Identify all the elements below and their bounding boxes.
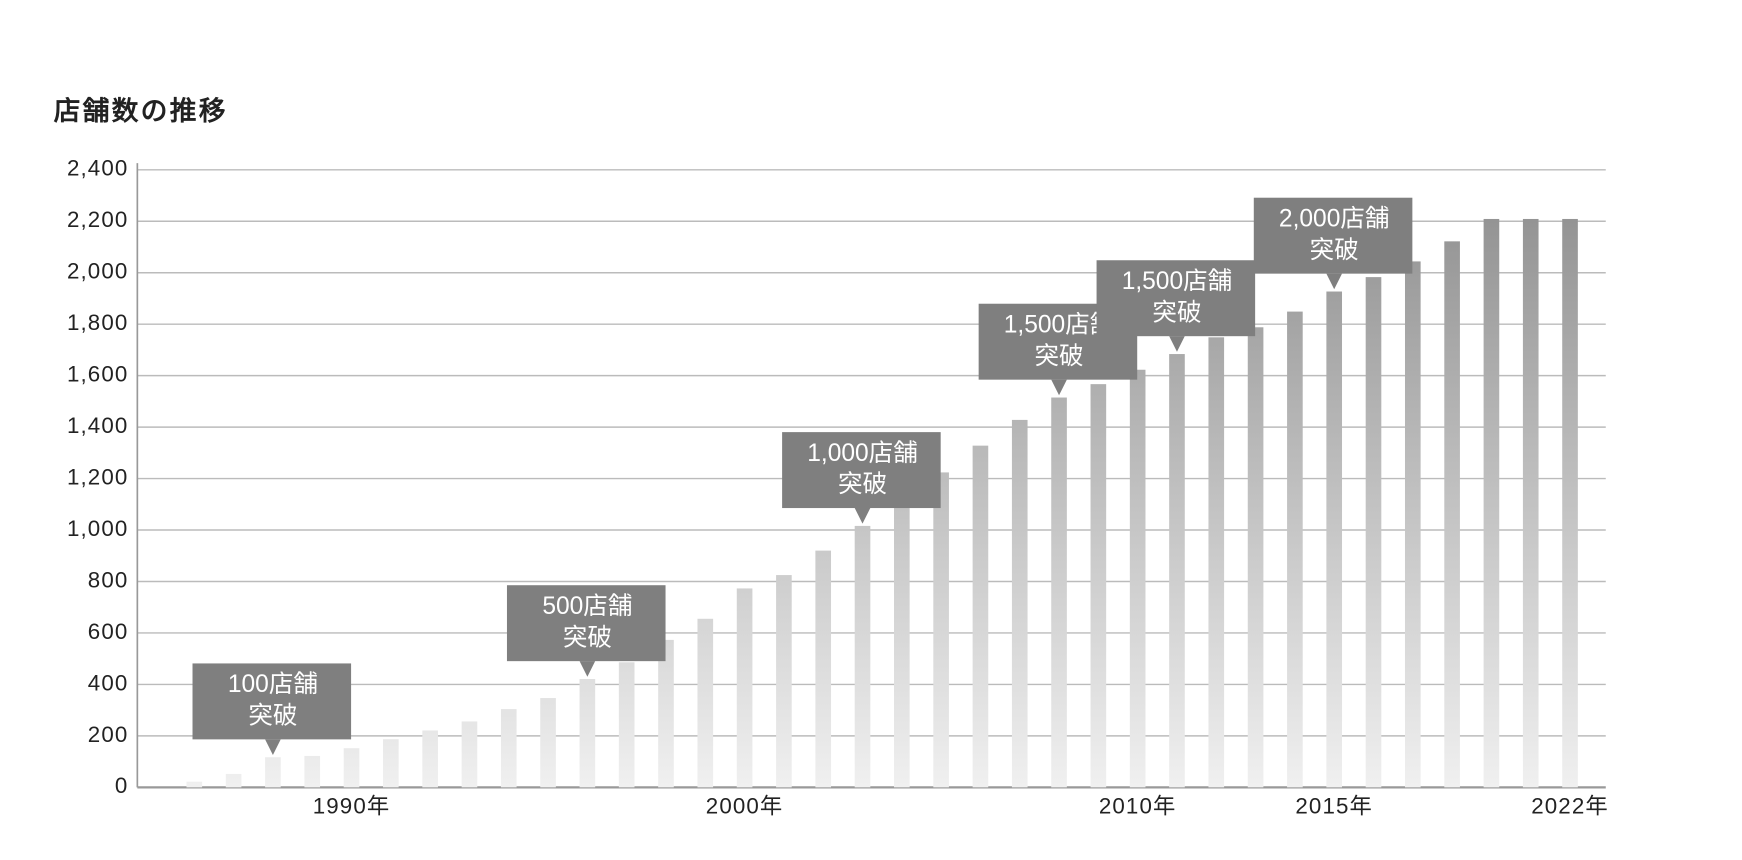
y-tick-label: 1,200 xyxy=(67,464,128,489)
callout-pointer xyxy=(579,661,596,677)
bar xyxy=(1326,291,1343,788)
bar xyxy=(343,748,360,788)
bar xyxy=(422,730,438,788)
bar xyxy=(265,757,281,788)
bar xyxy=(972,445,989,788)
y-tick-label: 1,800 xyxy=(67,310,128,335)
callout-text: 突破 xyxy=(248,702,297,730)
bar xyxy=(1090,384,1107,788)
bar xyxy=(854,525,871,788)
bar xyxy=(1444,241,1460,788)
bar xyxy=(304,755,321,788)
bar xyxy=(933,472,949,788)
bar xyxy=(1404,261,1421,788)
callout-pointer xyxy=(1326,273,1343,290)
y-tick-label: 1,600 xyxy=(67,362,128,387)
callout-text: 100店舗 xyxy=(228,670,318,698)
bar xyxy=(1169,354,1185,788)
y-tick-label: 0 xyxy=(115,773,129,798)
y-tick-label: 600 xyxy=(88,619,129,644)
bar xyxy=(697,618,714,788)
bar xyxy=(540,698,556,788)
bar xyxy=(894,507,910,788)
bar xyxy=(383,739,399,788)
bar xyxy=(815,550,832,788)
bar xyxy=(1483,218,1500,788)
bar xyxy=(1522,218,1539,788)
y-tick-label: 400 xyxy=(88,670,129,695)
callout-pointer xyxy=(1169,336,1185,352)
bar xyxy=(186,781,203,788)
callout-text: 1,500店舗 xyxy=(1004,311,1115,339)
x-tick-label: 2015年 xyxy=(1295,793,1373,818)
bar xyxy=(1208,337,1225,788)
callout-box xyxy=(782,432,941,509)
callout-text: 1,000店舗 xyxy=(807,439,918,467)
callout-pointer xyxy=(1051,379,1067,396)
bar xyxy=(1247,327,1264,788)
callout-pointer xyxy=(854,508,871,524)
bar xyxy=(1562,218,1578,788)
callout-text: 突破 xyxy=(1310,236,1359,264)
bar xyxy=(225,773,242,788)
x-tick-label: 2000年 xyxy=(706,793,784,818)
bar xyxy=(736,588,753,788)
callout-box xyxy=(1253,197,1413,274)
bar xyxy=(461,721,478,788)
callout-text: 突破 xyxy=(1034,342,1083,370)
x-tick-label: 1990年 xyxy=(313,793,391,818)
chart-title: 店舗数の推移 xyxy=(54,96,228,126)
bar xyxy=(1287,311,1303,788)
bar xyxy=(1011,419,1028,788)
y-tick-label: 200 xyxy=(88,722,129,747)
bar xyxy=(776,575,792,788)
callout-text: 突破 xyxy=(1152,298,1201,326)
callout-pointer xyxy=(265,739,281,755)
y-tick-label: 800 xyxy=(88,567,129,592)
y-tick-label: 2,000 xyxy=(67,259,128,284)
bar xyxy=(500,709,517,788)
bar xyxy=(1051,397,1067,788)
x-tick-label: 2022年 xyxy=(1531,793,1609,818)
bar xyxy=(579,679,596,788)
callout-box xyxy=(506,585,666,662)
bar xyxy=(618,662,635,788)
bar xyxy=(1365,277,1382,788)
bar xyxy=(658,639,674,788)
callout-box xyxy=(1096,260,1256,337)
callout-box xyxy=(192,663,352,740)
y-tick-label: 1,000 xyxy=(67,516,128,541)
y-tick-label: 2,200 xyxy=(67,207,128,232)
x-tick-label: 2010年 xyxy=(1099,793,1177,818)
callout-text: 500店舗 xyxy=(542,592,632,620)
y-tick-label: 1,400 xyxy=(67,413,128,438)
callout-text: 1,500店舗 xyxy=(1122,267,1233,295)
y-tick-label: 2,400 xyxy=(67,156,128,181)
callout-text: 突破 xyxy=(563,623,612,651)
callout-text: 2,000店舗 xyxy=(1279,205,1390,233)
bar xyxy=(1129,369,1146,788)
callout-text: 突破 xyxy=(838,470,887,498)
